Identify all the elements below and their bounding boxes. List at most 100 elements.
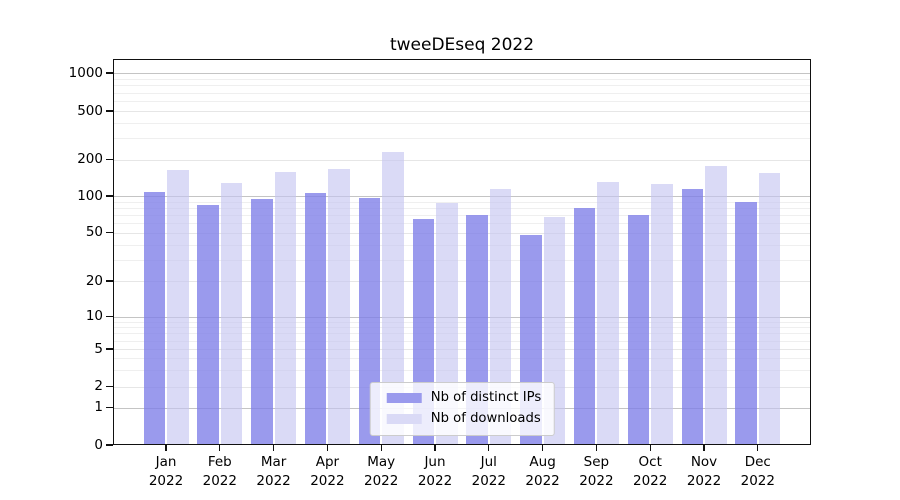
x-tick-label: Jun 2022: [403, 453, 467, 491]
gridline-submajor: [113, 281, 811, 282]
bar-distinct-ips: [304, 193, 327, 445]
x-tick-label-line: 2022: [471, 473, 506, 489]
x-tick-label-line: 2022: [364, 473, 399, 489]
x-tick-label-line: Apr: [315, 454, 340, 470]
x-tick-mark: [434, 445, 436, 451]
y-tick-mark: [106, 280, 113, 282]
bar-downloads: [489, 189, 512, 445]
x-tick-mark: [649, 445, 651, 451]
gridline-minor: [113, 92, 811, 94]
bar-downloads: [328, 168, 350, 445]
gridline-submajor: [113, 349, 811, 350]
x-tick-label: Sep 2022: [564, 453, 628, 491]
y-tick-mark: [106, 195, 113, 197]
bar-distinct-ips: [627, 214, 650, 445]
bar-downloads: [167, 169, 189, 445]
x-tick-mark: [219, 445, 221, 451]
legend-swatch-downloads: [386, 414, 422, 424]
bar-downloads: [274, 172, 297, 445]
bar-downloads: [382, 151, 404, 445]
gridline-minor: [113, 207, 811, 209]
bar-downloads: [651, 183, 673, 445]
legend-item-distinct-ips: Nb of distinct IPs: [386, 390, 542, 405]
gridline-minor: [113, 358, 811, 360]
gridline-minor: [113, 214, 811, 216]
y-tick-label: 5: [94, 340, 103, 357]
x-tick-mark: [326, 445, 329, 451]
gridline-minor: [113, 223, 811, 224]
gridline-major: [113, 196, 811, 197]
x-tick-label-line: 2022: [202, 473, 237, 489]
x-tick-label: Jan 2022: [134, 453, 198, 491]
y-tick-label: 500: [77, 102, 103, 119]
y-tick-label: 10: [85, 308, 103, 325]
legend-swatch-distinct-ips: [386, 393, 422, 403]
y-tick-mark: [106, 444, 113, 446]
x-tick-label-line: Jun: [424, 454, 446, 470]
x-tick-label-line: Jan: [155, 454, 177, 470]
bar-distinct-ips: [735, 201, 757, 445]
bar-distinct-ips: [143, 192, 165, 445]
x-tick-label-line: 2022: [740, 473, 775, 489]
x-tick-label-line: 2022: [148, 473, 184, 489]
x-tick-label-line: Sep: [583, 454, 610, 470]
y-tick-label: 50: [85, 224, 103, 241]
x-tick-label: Jul 2022: [457, 453, 521, 491]
x-tick-label: Dec 2022: [726, 453, 790, 491]
y-tick-label: 20: [85, 272, 103, 289]
x-tick-label: Apr 2022: [295, 453, 359, 491]
x-tick-mark: [488, 445, 490, 451]
gridline-minor: [113, 321, 811, 323]
gridline-minor: [113, 122, 811, 124]
bar-downloads: [597, 181, 619, 445]
x-tick-label-line: Nov: [690, 454, 718, 470]
gridline-minor: [113, 201, 811, 203]
x-tick-label-line: 2022: [417, 473, 453, 489]
bar-distinct-ips: [251, 198, 273, 445]
x-tick-mark: [165, 445, 167, 451]
legend-label-downloads: Nb of downloads: [430, 411, 541, 426]
x-tick-label-line: 2022: [686, 473, 722, 489]
x-tick-label-line: 2022: [633, 473, 668, 489]
x-tick-label-line: Aug: [529, 454, 556, 470]
x-tick-label-line: 2022: [256, 473, 291, 489]
gridline-submajor: [113, 111, 811, 112]
x-tick-label: May 2022: [349, 453, 413, 491]
y-tick-label: 0: [94, 436, 103, 453]
legend: Nb of distinct IPs Nb of downloads: [369, 382, 555, 436]
x-tick-mark: [541, 445, 544, 451]
gridline-minor: [113, 78, 811, 80]
x-tick-label-line: Oct: [638, 454, 662, 470]
gridline-minor: [113, 85, 811, 87]
x-tick-mark: [703, 445, 705, 451]
y-tick-mark: [106, 232, 113, 234]
y-tick-mark: [106, 110, 113, 112]
x-tick-mark: [757, 445, 759, 451]
gridline-minor: [113, 340, 811, 342]
gridline-submajor: [113, 232, 811, 234]
bar-distinct-ips: [681, 189, 703, 445]
y-tick-label: 200: [77, 151, 103, 168]
x-tick-label: Aug 2022: [511, 453, 575, 491]
x-tick-label-line: 2022: [579, 473, 614, 489]
legend-label-distinct-ips: Nb of distinct IPs: [430, 390, 542, 405]
x-tick-label-line: 2022: [525, 473, 560, 489]
y-tick-label: 100: [77, 187, 103, 204]
y-tick-mark: [106, 72, 113, 74]
gridline-minor: [113, 333, 811, 335]
bar-downloads: [220, 183, 243, 445]
x-tick-label-line: Dec: [744, 454, 771, 470]
gridline-minor: [113, 244, 811, 246]
x-tick-label-line: Feb: [207, 454, 232, 470]
gridline-major: [113, 73, 811, 74]
y-tick-mark: [106, 407, 113, 409]
y-tick-mark: [106, 348, 113, 350]
legend-item-downloads: Nb of downloads: [386, 411, 542, 426]
x-tick-label: Mar 2022: [242, 453, 306, 491]
y-tick-label: 2: [94, 378, 103, 395]
gridline-submajor: [113, 159, 811, 161]
chart-title: tweeDEseq 2022: [389, 35, 535, 55]
x-tick-label: Feb 2022: [188, 453, 252, 491]
x-tick-label: Nov 2022: [672, 453, 736, 491]
